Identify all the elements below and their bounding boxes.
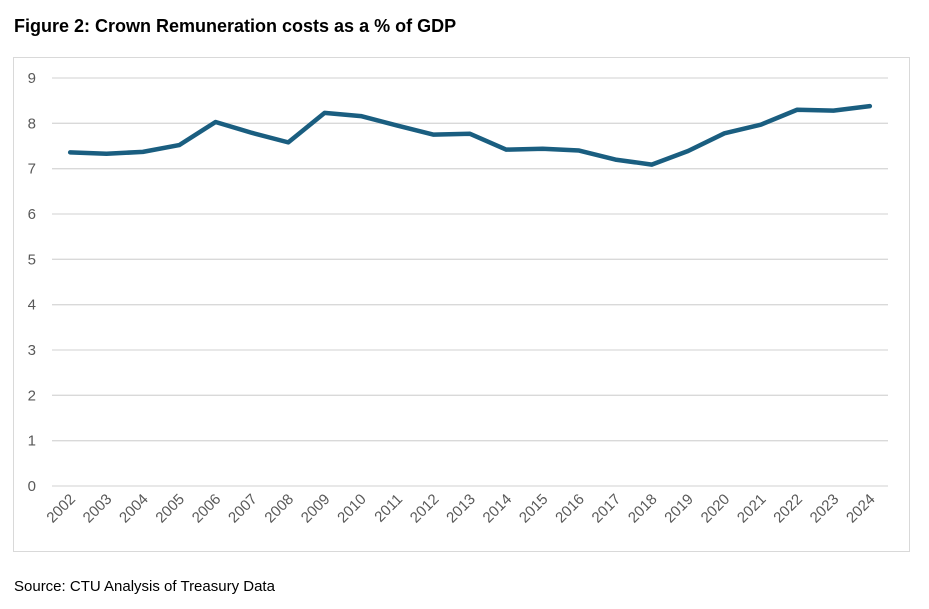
x-tick-label: 2009 [298,491,334,527]
x-tick-label: 2012 [407,491,443,527]
x-tick-label: 2011 [371,491,406,526]
x-tick-label: 2022 [770,491,806,527]
x-tick-label: 2016 [552,491,588,527]
y-tick-label: 2 [28,387,36,404]
x-tick-label: 2020 [698,491,734,527]
x-tick-label: 2008 [261,491,297,527]
x-tick-label: 2014 [480,491,516,527]
x-tick-label: 2018 [625,491,661,527]
y-tick-label: 9 [28,70,36,87]
x-tick-label: 2003 [80,491,116,527]
y-tick-label: 1 [28,433,36,450]
x-tick-label: 2005 [152,491,188,527]
x-tick-label: 2019 [661,491,697,527]
source-note: Source: CTU Analysis of Treasury Data [14,578,275,595]
x-tick-label: 2024 [843,491,879,527]
y-tick-label: 5 [28,251,36,268]
series-line [67,103,873,167]
x-tick-label: 2013 [443,491,479,527]
y-tick-label: 0 [28,478,36,495]
y-tick-label: 3 [28,342,36,359]
y-tick-label: 4 [28,297,36,314]
chart-title: Figure 2: Crown Remuneration costs as a … [14,16,457,36]
x-tick-label: 2002 [43,491,79,527]
y-tick-label: 7 [28,161,36,178]
y-tick-label: 6 [28,206,36,223]
x-tick-label: 2023 [807,491,843,527]
x-tick-label: 2015 [516,491,552,527]
y-tick-label: 8 [28,115,36,132]
chart-area [13,57,910,552]
x-tick-label: 2004 [116,491,152,527]
x-tick-label: 2021 [734,491,770,527]
x-tick-label: 2010 [334,491,370,527]
x-tick-label: 2017 [589,491,625,527]
x-tick-label: 2007 [225,491,261,527]
x-tick-label: 2006 [189,491,225,527]
